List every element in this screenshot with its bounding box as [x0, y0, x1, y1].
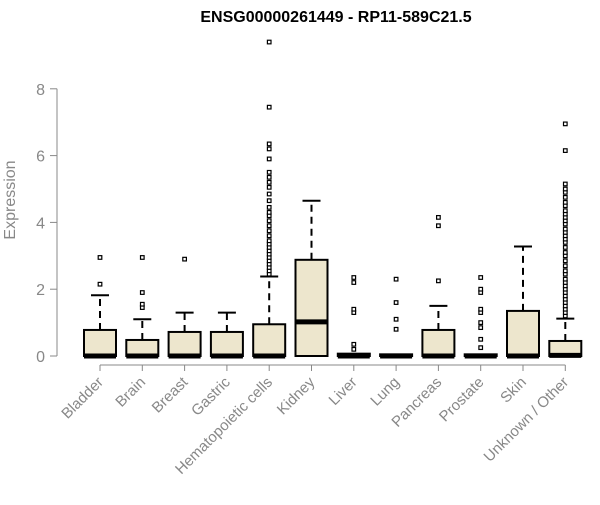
y-axis: 0 2 4 6 8	[36, 82, 58, 366]
box-bladder	[83, 255, 117, 359]
x-tick-label: Breast	[149, 373, 192, 416]
y-tick-label: 6	[36, 149, 45, 166]
outlier-point	[562, 181, 568, 187]
outlier-point	[139, 255, 145, 260]
y-axis-label: Expression	[2, 160, 19, 239]
outlier-point	[139, 301, 145, 307]
box-rect	[506, 309, 540, 358]
outlier-point	[266, 191, 272, 197]
box-lung	[379, 276, 414, 359]
outlier-point	[266, 174, 272, 180]
outlier-point	[266, 179, 272, 185]
outlier-point	[266, 198, 272, 204]
outlier-point	[266, 223, 272, 229]
outlier-point	[562, 199, 568, 205]
outlier-point	[266, 156, 272, 162]
outlier-point	[562, 250, 568, 255]
y-tick-label: 8	[36, 82, 45, 99]
box-pancreas	[421, 214, 456, 359]
outlier-point	[478, 275, 484, 280]
box-liver	[336, 275, 371, 359]
outlier-point	[266, 141, 272, 147]
outlier-point	[351, 306, 357, 312]
outlier-point	[351, 341, 357, 347]
box-rect	[167, 330, 202, 357]
outlier-point	[562, 186, 568, 192]
x-tick-label: Skin	[497, 374, 530, 407]
outlier-point	[266, 228, 272, 234]
box-skin	[506, 245, 540, 359]
box-unknown-other	[548, 121, 583, 358]
outlier-point	[436, 214, 441, 220]
box-rect	[421, 328, 456, 357]
outlier-point	[97, 281, 103, 287]
outlier-point	[393, 326, 399, 332]
outlier-point	[351, 346, 357, 352]
x-tick-label: Prostate	[436, 374, 488, 426]
outlier-point	[562, 268, 568, 274]
outlier-point	[478, 286, 484, 292]
outlier-point	[266, 39, 272, 45]
x-tick-label: Liver	[326, 374, 361, 409]
outlier-point	[266, 184, 272, 190]
outlier-point	[478, 345, 484, 351]
outlier-point	[266, 104, 272, 110]
outlier-point	[266, 204, 272, 210]
outlier-point	[393, 316, 399, 322]
outlier-point	[478, 325, 484, 331]
outlier-point	[266, 233, 272, 239]
outlier-point	[351, 275, 357, 280]
x-tick-label: Kidney	[274, 373, 319, 418]
y-tick-label: 2	[36, 282, 45, 299]
box-rect	[294, 258, 329, 358]
outlier-point	[97, 255, 103, 260]
outlier-point	[436, 278, 441, 284]
box-gastric	[209, 311, 244, 359]
outlier-point	[266, 209, 272, 215]
outlier-point	[562, 258, 568, 264]
outlier-point	[436, 223, 441, 229]
y-tick-label: 0	[36, 349, 45, 366]
outlier-point	[266, 238, 272, 244]
outlier-point	[562, 148, 568, 153]
x-tick-label: Lung	[367, 374, 403, 410]
outlier-point	[266, 169, 272, 175]
outlier-point	[139, 290, 145, 295]
chart-title: ENSG00000261449 - RP11-589C21.5	[200, 9, 471, 26]
x-tick-label: Bladder	[58, 374, 107, 423]
box-breast	[167, 256, 202, 359]
box-prostate	[463, 275, 498, 359]
outlier-point	[182, 256, 188, 262]
outlier-point	[562, 276, 568, 282]
outlier-point	[562, 263, 568, 269]
outlier-point	[351, 280, 357, 285]
x-tick-label: Brain	[112, 374, 149, 411]
outlier-point	[393, 276, 399, 282]
outlier-point	[562, 208, 568, 214]
boxes-group	[83, 39, 583, 359]
box-rect	[83, 328, 117, 357]
outlier-point	[393, 300, 399, 305]
box-brain	[125, 255, 160, 359]
outlier-point	[266, 146, 272, 152]
outlier-point	[562, 245, 568, 250]
box-rect	[252, 323, 287, 357]
outlier-point	[266, 218, 272, 224]
box-rect	[209, 330, 244, 357]
outlier-point	[478, 336, 484, 342]
outlier-point	[562, 194, 568, 200]
y-tick-label: 4	[36, 215, 45, 232]
outlier-point	[478, 306, 484, 312]
outlier-point	[562, 121, 568, 127]
box-kidney	[294, 199, 329, 358]
box-hematopoietic-cells	[252, 39, 287, 359]
outlier-point	[478, 320, 484, 325]
outlier-point	[562, 226, 568, 232]
